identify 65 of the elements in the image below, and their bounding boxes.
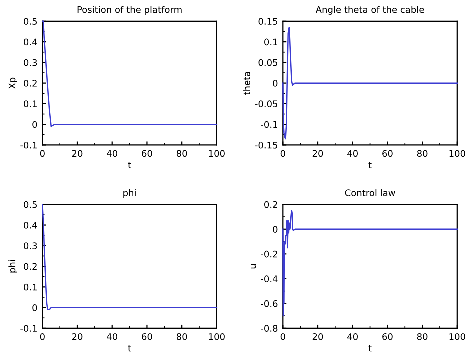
y-axis-title: u [250, 264, 256, 269]
x-tick-label: 40 [107, 150, 118, 158]
x-tick-label: 40 [107, 333, 118, 340]
y-tick-label: 0.3 [24, 59, 38, 66]
y-tick-label: 0.5 [24, 18, 38, 25]
y-tick-label: 0.2 [24, 263, 37, 270]
y-tick-label: 0.4 [24, 222, 38, 229]
y-tick-label: -0.05 [255, 100, 278, 108]
y-tick-label: -0.1 [261, 121, 278, 128]
x-axis-title: t [368, 345, 372, 352]
x-tick-label: 40 [348, 333, 358, 340]
y-axis-title: Xp [8, 78, 18, 90]
y-tick-label: 0.3 [24, 242, 38, 250]
x-tick-label: 60 [142, 333, 152, 340]
x-tick-label: 0 [40, 150, 45, 158]
chart-title: Control law [345, 189, 396, 196]
y-tick-label: 0.1 [264, 38, 278, 46]
chart-title: Angle theta of the cable [316, 6, 424, 15]
x-tick-label: 20 [72, 333, 83, 340]
x-tick-label: 60 [382, 150, 393, 158]
y-axis-title: phi [8, 260, 18, 273]
y-tick-label: 0 [273, 226, 278, 233]
y-tick-label: 0.4 [24, 38, 38, 46]
y-tick-label: -0.2 [261, 250, 278, 258]
x-tick-label: 100 [209, 333, 225, 340]
x-tick-label: 80 [417, 150, 428, 158]
x-axis-title: t [368, 162, 372, 168]
y-tick-label: 0 [32, 121, 38, 128]
y-tick-label: -0.6 [261, 300, 278, 308]
y-tick-label: -0.1 [20, 325, 37, 332]
line-series [282, 210, 458, 317]
y-tick-label: -0.8 [261, 325, 278, 332]
y-tick-label: -0.15 [255, 142, 278, 149]
line-series [282, 26, 458, 140]
y-tick-label: 0.15 [258, 18, 278, 25]
x-tick-label: 100 [450, 333, 466, 340]
x-tick-label: 40 [348, 150, 358, 158]
y-tick-label: 0.2 [264, 201, 278, 208]
chart-title: phi [124, 189, 136, 198]
y-tick-label: 0.5 [24, 201, 38, 208]
x-tick-label: 100 [450, 150, 466, 158]
y-tick-label: -0.1 [20, 142, 37, 149]
y-tick-label: 0.1 [24, 284, 37, 291]
x-tick-label: 80 [176, 333, 188, 340]
x-tick-label: 0 [280, 333, 286, 340]
x-tick-label: 80 [417, 333, 428, 340]
y-tick-label: 0 [32, 304, 38, 312]
chart-title: Position of the platform [78, 6, 182, 15]
x-tick-label: 60 [382, 333, 393, 340]
x-tick-label: 0 [280, 150, 286, 158]
y-tick-label: 0 [273, 80, 278, 87]
y-tick-label: 0.2 [24, 80, 37, 87]
x-tick-label: 60 [142, 150, 152, 158]
x-tick-label: 20 [72, 150, 83, 158]
y-tick-label: 0.05 [258, 59, 278, 66]
y-tick-label: -0.4 [261, 276, 278, 282]
x-axis-title: t [128, 345, 132, 352]
y-axis-title: theta [243, 72, 250, 96]
x-tick-label: 100 [209, 150, 225, 158]
x-tick-label: 20 [312, 333, 324, 340]
x-tick-label: 80 [176, 150, 188, 158]
x-tick-label: 20 [312, 150, 324, 158]
x-tick-label: 0 [40, 333, 45, 340]
x-axis-title: t [128, 162, 132, 168]
y-tick-label: 0.1 [24, 100, 37, 108]
